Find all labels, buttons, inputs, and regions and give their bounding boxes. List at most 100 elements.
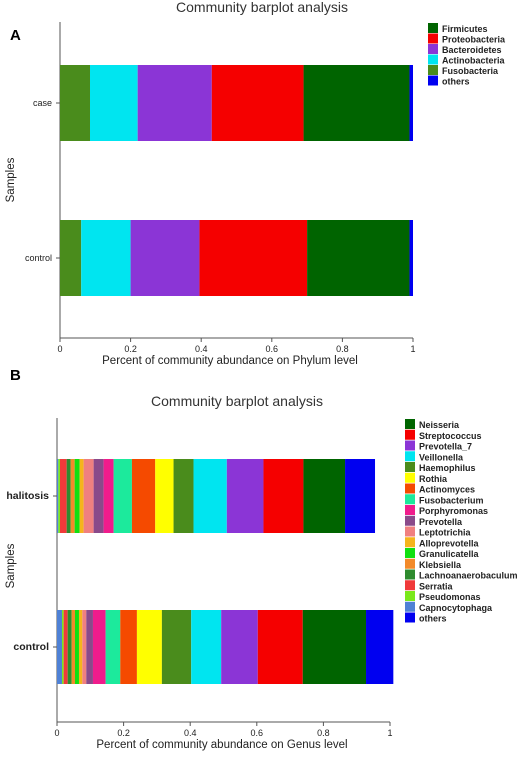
legend-item-actinomyces: Actinomyces — [405, 483, 475, 495]
legend-swatch — [405, 472, 415, 483]
x-tick-label: 0.8 — [317, 728, 330, 738]
legend-swatch — [405, 526, 415, 537]
legend-label: Neisseria — [419, 420, 460, 430]
bar-control-fusobacteria — [60, 220, 82, 296]
x-tick-label: 0 — [57, 344, 62, 354]
panel-b-y-label: Samples — [5, 543, 17, 588]
legend-label: Pseudomonas — [419, 592, 481, 602]
bar-control-haemophilus — [161, 610, 192, 684]
legend-label: Prevotella_7 — [419, 442, 472, 452]
legend-item-rothia: Rothia — [405, 472, 448, 484]
x-tick-label: 0 — [54, 728, 59, 738]
panel-a-y-label: Samples — [5, 157, 17, 202]
category-label-control: control — [25, 253, 52, 263]
legend-item-serratia: Serratia — [405, 580, 454, 591]
x-tick-label: 0.2 — [124, 344, 137, 354]
legend-swatch — [428, 44, 438, 54]
legend-label: others — [442, 77, 470, 87]
legend-item-streptococcus: Streptococcus — [405, 429, 482, 441]
x-tick-label: 0.2 — [117, 728, 130, 738]
legend-label: Proteobacteria — [442, 35, 506, 45]
legend-item-fusobacteria: Fusobacteria — [428, 65, 499, 76]
bar-control-neisseria — [302, 610, 367, 684]
legend-item-alloprevotella: Alloprevotella — [405, 537, 480, 548]
x-tick-label: 1 — [410, 344, 415, 354]
legend-swatch — [405, 601, 415, 612]
panel-a-bars — [60, 65, 413, 296]
panel-b: B Community barplot analysis 0 0.2 0.4 0.6 0… — [5, 367, 518, 751]
legend-label: Leptotrichia — [419, 528, 471, 538]
bar-halitosis-veillonella — [193, 459, 227, 533]
bar-case-others — [409, 65, 413, 141]
legend-swatch — [405, 569, 415, 580]
legend-label: Fusobacteria — [442, 66, 499, 76]
legend-swatch — [405, 419, 415, 429]
legend-label: Fusobacterium — [419, 495, 484, 505]
bar-case-fusobacteria — [60, 65, 90, 141]
bar-halitosis-haemophilus — [173, 459, 194, 533]
legend-item-lachnoanaerobaculum: Lachnoanaerobaculum — [405, 569, 518, 581]
legend-label: Granulicatella — [419, 549, 480, 559]
legend-swatch — [405, 505, 415, 515]
bar-halitosis-alloprevotella — [79, 459, 84, 533]
legend-label: Serratia — [419, 581, 454, 591]
legend-label: Firmicutes — [442, 24, 488, 34]
legend-item-pseudomonas: Pseudomonas — [405, 591, 481, 602]
bar-control-capnocytophaga — [57, 610, 62, 684]
legend-swatch — [405, 494, 415, 505]
panel-a-x-label: Percent of community abundance on Phylum… — [102, 355, 358, 367]
bar-halitosis-prevotella — [93, 459, 104, 533]
bar-halitosis-leptotrichia — [83, 459, 94, 533]
panel-a-letter: A — [10, 27, 21, 44]
legend-swatch — [405, 612, 415, 623]
bar-control-others — [366, 610, 394, 684]
panel-b-bars — [57, 459, 394, 684]
bar-halitosis-streptococcus — [263, 459, 304, 533]
panel-a-legend: FirmicutesProteobacteriaBacteroidetesAct… — [428, 23, 506, 87]
legend-swatch — [428, 65, 438, 75]
bar-control-streptococcus — [257, 610, 303, 684]
bar-control-rothia — [136, 610, 162, 684]
legend-label: Rothia — [419, 474, 448, 484]
bar-halitosis-porphyromonas — [103, 459, 114, 533]
legend-swatch — [405, 429, 415, 440]
legend-swatch — [428, 23, 438, 33]
bar-control-prevotella-7 — [221, 610, 258, 684]
bar-halitosis-actinomyces — [131, 459, 156, 533]
bar-control-others — [409, 220, 413, 296]
category-label-halitosis: halitosis — [6, 490, 49, 502]
bar-halitosis-capnocytophaga — [57, 459, 59, 533]
legend-swatch — [405, 462, 415, 472]
panel-b-letter: B — [10, 367, 21, 384]
legend-swatch — [428, 75, 438, 86]
bar-control-granulicatella — [74, 610, 79, 684]
bar-control-veillonella — [191, 610, 222, 684]
bar-control-serratia — [63, 610, 68, 684]
panel-b-x-ticks: 0 0.2 0.4 0.6 0.8 1 — [54, 722, 393, 738]
legend-swatch — [405, 515, 415, 526]
panel-a: A Community barplot analysis 0 0.2 0.4 0.6 0… — [5, 0, 506, 367]
bar-control-alloprevotella — [78, 610, 83, 684]
legend-label: Veillonella — [419, 452, 464, 462]
bar-control-proteobacteria — [199, 220, 308, 296]
bar-case-proteobacteria — [211, 65, 304, 141]
legend-item-porphyromonas: Porphyromonas — [405, 505, 488, 516]
legend-swatch — [405, 548, 415, 558]
legend-label: Prevotella — [419, 517, 463, 527]
legend-item-neisseria: Neisseria — [405, 419, 460, 430]
legend-label: Actinomyces — [419, 485, 475, 495]
bar-halitosis-fusobacterium — [113, 459, 132, 533]
legend-item-veillonella: Veillonella — [405, 451, 464, 462]
bar-control-fusobacterium — [105, 610, 121, 684]
bar-halitosis-rothia — [155, 459, 174, 533]
category-label-case: case — [33, 98, 52, 108]
legend-swatch — [405, 591, 415, 601]
bar-halitosis-lachnoanaerobaculum — [66, 459, 71, 533]
bar-control-actinomyces — [120, 610, 137, 684]
bar-control-actinobacteria — [81, 220, 131, 296]
legend-label: Bacteroidetes — [442, 45, 502, 55]
legend-item-capnocytophaga: Capnocytophaga — [405, 601, 493, 613]
panel-a-title: Community barplot analysis — [176, 0, 348, 15]
panel-b-categories: halitosis control — [6, 490, 57, 653]
